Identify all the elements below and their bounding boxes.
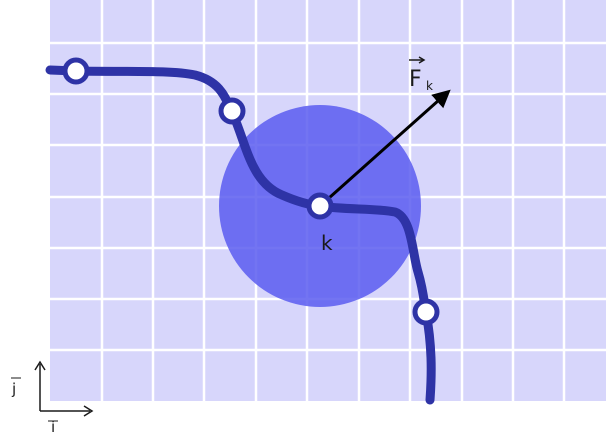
curve-node bbox=[218, 97, 246, 125]
force-vector-arrow bbox=[319, 89, 451, 208]
axis-i-label: i bbox=[51, 418, 55, 436]
force-subscript: k bbox=[426, 79, 433, 93]
curve-node bbox=[412, 298, 440, 326]
coordinate-axes-icon bbox=[34, 360, 94, 417]
node-k-label: k bbox=[321, 231, 333, 255]
axis-j-label: j bbox=[11, 380, 16, 398]
force-label: F bbox=[409, 67, 422, 92]
node-k bbox=[306, 192, 334, 220]
force-vector-overbar-head bbox=[418, 56, 426, 64]
curve-node bbox=[62, 57, 90, 85]
